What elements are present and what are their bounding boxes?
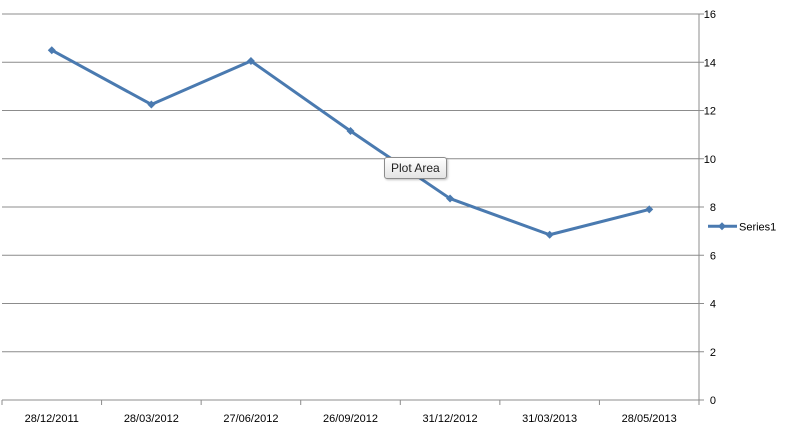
y-tick-label: 14 <box>704 57 716 69</box>
y-tick-label: 8 <box>710 202 716 214</box>
data-point[interactable] <box>47 46 56 55</box>
y-tick-label: 0 <box>710 395 716 407</box>
x-tick-label: 28/12/2011 <box>25 413 79 425</box>
x-tick-label: 28/05/2013 <box>622 413 677 425</box>
legend-marker <box>718 222 726 231</box>
data-point[interactable] <box>545 230 554 239</box>
x-tick-label: 28/03/2012 <box>124 413 179 425</box>
y-tick-label: 16 <box>704 9 716 21</box>
x-tick-label: 27/06/2012 <box>223 413 278 425</box>
legend[interactable]: Series1 <box>708 221 776 233</box>
y-tick-label: 2 <box>710 347 716 359</box>
gridlines <box>2 13 699 401</box>
data-point[interactable] <box>147 100 156 109</box>
axes: 0 2 4 6 8 10 12 14 16 28/12/2011 28/03/2012 27/06/2… <box>1 9 716 425</box>
y-tick-label: 6 <box>710 250 716 262</box>
y-tick-label: 4 <box>710 299 716 311</box>
legend-label: Series1 <box>739 221 776 233</box>
x-tick-label: 31/03/2013 <box>522 413 577 425</box>
x-tick-label: 31/12/2012 <box>423 413 478 425</box>
series-layer[interactable] <box>47 46 654 239</box>
data-point[interactable] <box>246 57 255 66</box>
x-tick-label: 26/09/2012 <box>323 413 378 425</box>
plot-area-tooltip: Plot Area <box>384 157 447 179</box>
y-tick-label: 12 <box>704 106 716 118</box>
y-tick-label: 10 <box>704 154 716 166</box>
data-point[interactable] <box>446 194 455 203</box>
data-point[interactable] <box>645 205 654 214</box>
data-point[interactable] <box>346 127 355 136</box>
